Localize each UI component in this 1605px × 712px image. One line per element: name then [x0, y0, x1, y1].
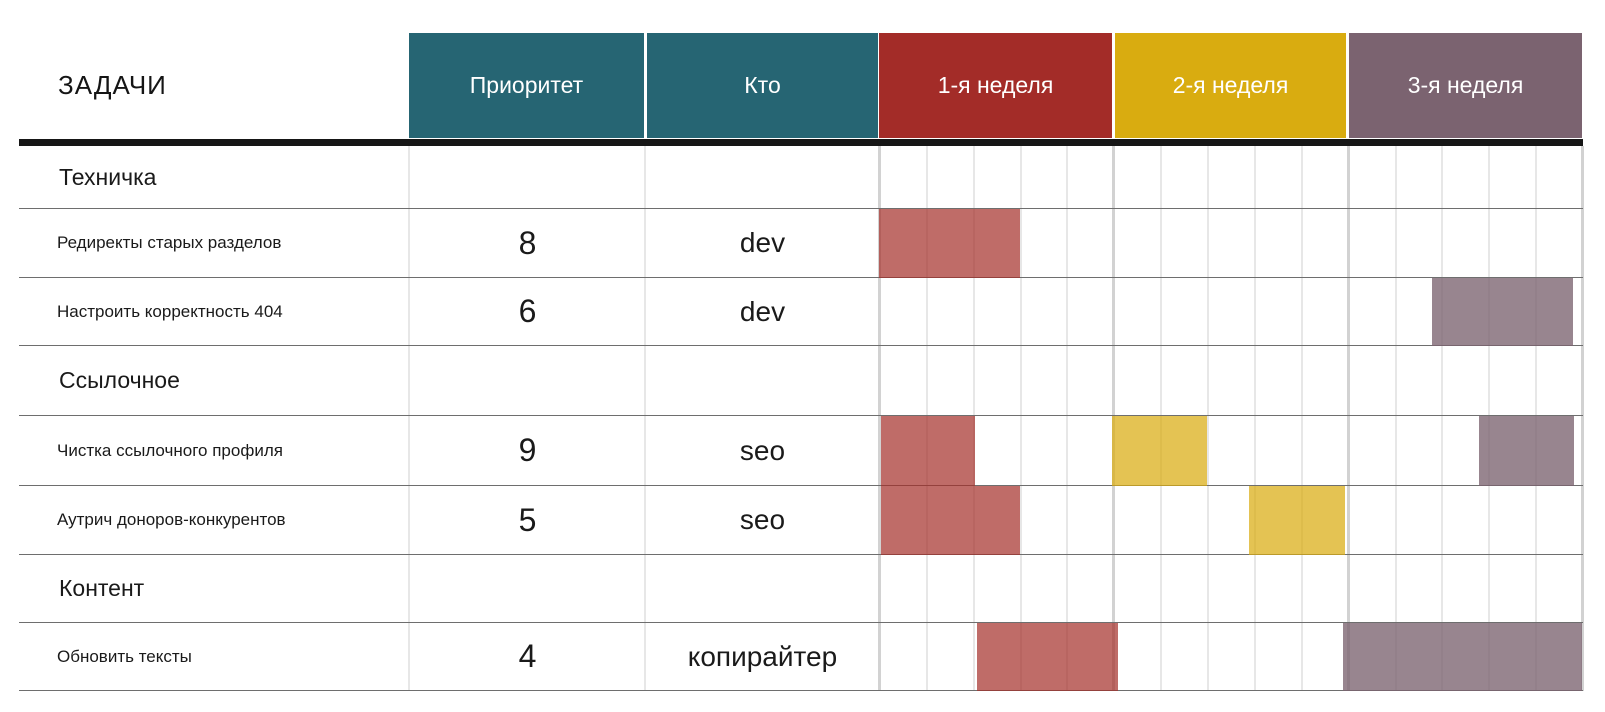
tasks-column-header: ЗАДАЧИ	[58, 70, 167, 100]
task-priority: 8	[518, 224, 537, 261]
day-grid-line	[1160, 146, 1162, 691]
task-priority: 9	[518, 432, 537, 468]
day-grid-line	[1020, 146, 1022, 691]
task-row: Редиректы старых разделов 8 dev	[19, 209, 1583, 278]
section-row: Ссылочное	[19, 346, 1583, 416]
section-row: Контент	[19, 555, 1583, 623]
task-row: Обновить тексты 4 копирайтер	[19, 623, 1583, 691]
day-grid-line	[973, 146, 975, 691]
task-name: Чистка ссылочного профиля	[57, 440, 283, 460]
task-assignee: seo	[739, 504, 786, 535]
gantt-bar-yellow	[1111, 416, 1207, 486]
week-grid-line	[1581, 146, 1584, 691]
week-2-header: 2-я неделя	[1115, 33, 1346, 138]
week-3-header: 3-я неделя	[1349, 33, 1582, 138]
day-grid-line	[1207, 146, 1209, 691]
task-assignee: dev	[739, 295, 786, 327]
task-name: Аутрич доноров-конкурентов	[57, 510, 286, 529]
task-assignee: seo	[739, 434, 786, 466]
day-grid-line	[1488, 146, 1490, 691]
gantt-bar-yellow	[1249, 486, 1346, 555]
gantt-bar-red	[881, 486, 1020, 555]
task-name: Обновить тексты	[57, 646, 192, 666]
gantt-bar-red	[977, 623, 1118, 691]
week-grid-line	[878, 146, 881, 691]
task-priority: 6	[518, 293, 537, 329]
task-assignee: dev	[739, 227, 786, 258]
section-row: Техничка	[19, 146, 1583, 209]
week-grid-line	[1112, 146, 1115, 691]
day-grid-line	[1441, 146, 1443, 691]
gantt-bar-purple	[1432, 278, 1573, 346]
task-assignee: копирайтер	[687, 640, 838, 672]
gantt-bar-red	[881, 416, 975, 486]
task-name: Настроить корректность 404	[57, 301, 283, 321]
task-row: Аутрич доноров-конкурентов 5 seo	[19, 486, 1583, 555]
section-title: Ссылочное	[59, 367, 180, 393]
week-1-header: 1-я неделя	[879, 33, 1112, 138]
who-column-header: Кто	[647, 33, 878, 138]
gantt-bar-purple	[1478, 416, 1574, 486]
gantt-bar-purple	[1343, 623, 1582, 691]
column-separator	[644, 146, 646, 691]
gantt-bar-red	[879, 209, 1020, 278]
day-grid-line	[1301, 146, 1303, 691]
day-grid-line	[926, 146, 928, 691]
task-priority: 4	[518, 638, 537, 674]
task-row: Чистка ссылочного профиля 9 seo	[19, 416, 1583, 486]
column-separator	[408, 146, 410, 691]
header-divider-line	[19, 139, 1583, 146]
section-title: Техничка	[59, 163, 157, 190]
priority-column-header: Приоритет	[409, 33, 644, 138]
day-grid-line	[1066, 146, 1068, 691]
day-grid-line	[1535, 146, 1537, 691]
task-priority: 5	[518, 501, 537, 538]
task-name: Редиректы старых разделов	[57, 233, 282, 252]
week-grid-line	[1347, 146, 1350, 691]
section-title: Контент	[59, 575, 145, 601]
day-grid-line	[1254, 146, 1256, 691]
task-row: Настроить корректность 404 6 dev	[19, 278, 1583, 346]
day-grid-line	[1395, 146, 1397, 691]
